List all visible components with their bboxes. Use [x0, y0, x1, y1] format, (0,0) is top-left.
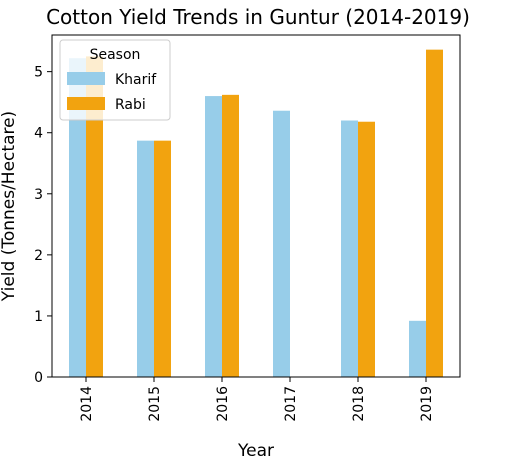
y-tick-label: 0: [34, 370, 43, 386]
bar-rabi-2016: [222, 94, 239, 377]
x-tick-label: 2018: [351, 386, 367, 422]
x-tick-label: 2017: [283, 386, 299, 422]
y-tick-label: 3: [34, 187, 43, 203]
y-tick-label: 4: [34, 126, 43, 142]
x-tick-label: 2015: [147, 386, 163, 422]
bar-kharif-2019: [409, 320, 426, 377]
bar-kharif-2015: [137, 140, 154, 377]
x-tick-label: 2014: [79, 386, 95, 422]
bars-group: [69, 49, 443, 378]
x-axis: 2014 2015 2016 2017 2018 2019: [79, 377, 435, 422]
y-axis: 0 1 2 3 4 5: [34, 65, 52, 386]
x-tick-label: 2016: [215, 386, 231, 422]
y-tick-label: 2: [34, 248, 43, 264]
legend-swatch-kharif: [67, 72, 105, 85]
y-tick-label: 5: [34, 65, 43, 81]
bar-rabi-2019: [426, 49, 443, 378]
y-axis-label: Yield (Tonnes/Hectare): [0, 111, 19, 302]
legend-label-kharif: Kharif: [115, 72, 157, 88]
legend-label-rabi: Rabi: [115, 97, 146, 113]
bar-rabi-2014: [86, 56, 103, 377]
x-tick-label: 2019: [419, 386, 435, 422]
bar-kharif-2016: [205, 96, 222, 378]
bar-rabi-2018: [358, 121, 375, 377]
plot-frame: [51, 34, 461, 378]
legend: Season Kharif Rabi: [59, 39, 171, 121]
legend-swatch-rabi: [67, 97, 105, 110]
chart-title: Cotton Yield Trends in Guntur (2014-2019…: [46, 5, 470, 29]
bar-kharif-2018: [341, 120, 358, 377]
y-tick-label: 1: [34, 309, 43, 325]
bar-rabi-2015: [154, 140, 171, 377]
x-axis-label: Year: [237, 441, 274, 461]
bar-kharif-2017: [273, 110, 290, 377]
bar-kharif-2014: [69, 58, 86, 377]
legend-title: Season: [90, 47, 141, 63]
